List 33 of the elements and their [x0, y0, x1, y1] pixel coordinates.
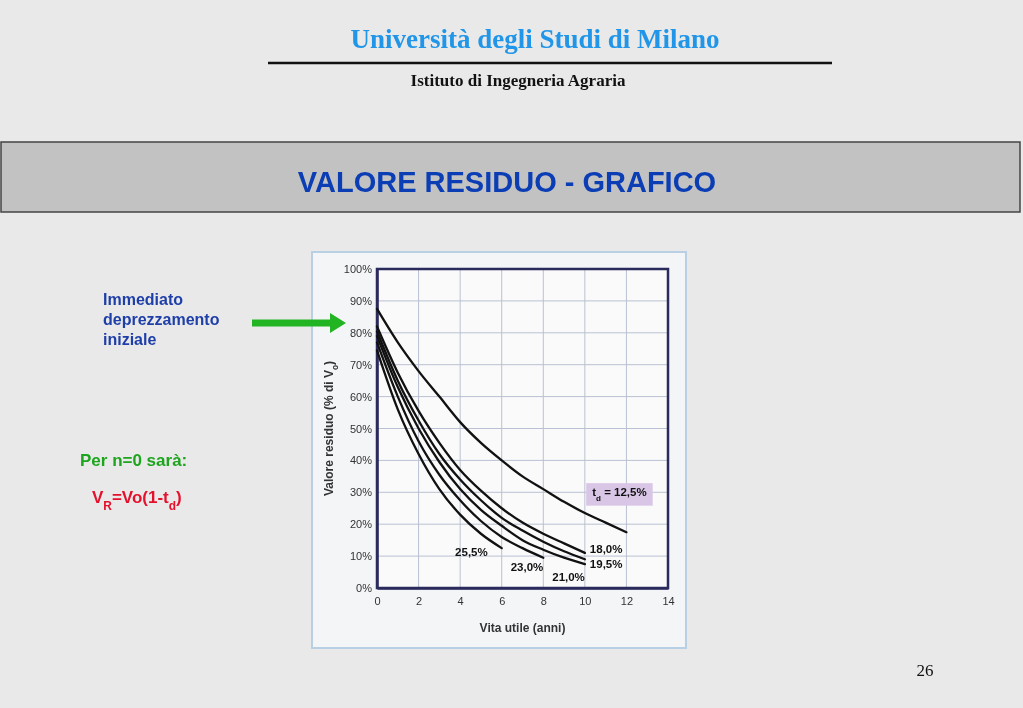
x-tick-label: 8 [540, 594, 547, 607]
text: V$_{R}$=Vo(1-t$_{d}$) [92, 488, 182, 513]
series-label: 21,0% [552, 571, 585, 584]
text: 26 [916, 661, 934, 680]
x-tick-label: 2 [416, 594, 423, 607]
series-label: 19,5% [589, 558, 623, 571]
y-tick-label: 70% [349, 358, 373, 371]
y-tick-label: 10% [349, 550, 373, 563]
series-label: 25,5% [455, 546, 488, 559]
x-tick-label: 10 [579, 594, 592, 607]
series-label: 23,0% [510, 560, 544, 573]
y-tick-label: 0% [356, 582, 373, 595]
text: Immediato deprezzamento iniziale [103, 291, 220, 348]
text: Per n=0 sarà: [80, 451, 188, 470]
text: Istituto di Ingegneria Agraria [410, 71, 626, 90]
y-tick-label: 30% [349, 486, 373, 499]
y-tick-label: 60% [349, 390, 373, 403]
x-tick-label: 14 [662, 594, 675, 607]
series-label: t$_{d}$ = 12,5% [592, 486, 647, 503]
series-label: 18,0% [589, 542, 623, 555]
x-tick-label: 12 [620, 594, 634, 607]
chart-title: VALORE RESIDUO - GRAFICO [297, 166, 717, 198]
y-tick-label: 20% [349, 518, 373, 531]
y-tick-label: 100% [343, 263, 373, 276]
y-tick-label: 90% [349, 294, 373, 307]
x-tick-label: 4 [457, 594, 464, 607]
text: Università degli Studi di Milano [350, 24, 720, 54]
x-tick-label: 6 [499, 594, 506, 607]
x-tick-label: 0 [374, 594, 381, 607]
y-tick-label: 50% [349, 422, 373, 435]
y-tick-label: 80% [349, 326, 373, 339]
y-tick-label: 40% [349, 454, 373, 467]
x-axis-title: Vita utile (anni) [479, 621, 566, 635]
